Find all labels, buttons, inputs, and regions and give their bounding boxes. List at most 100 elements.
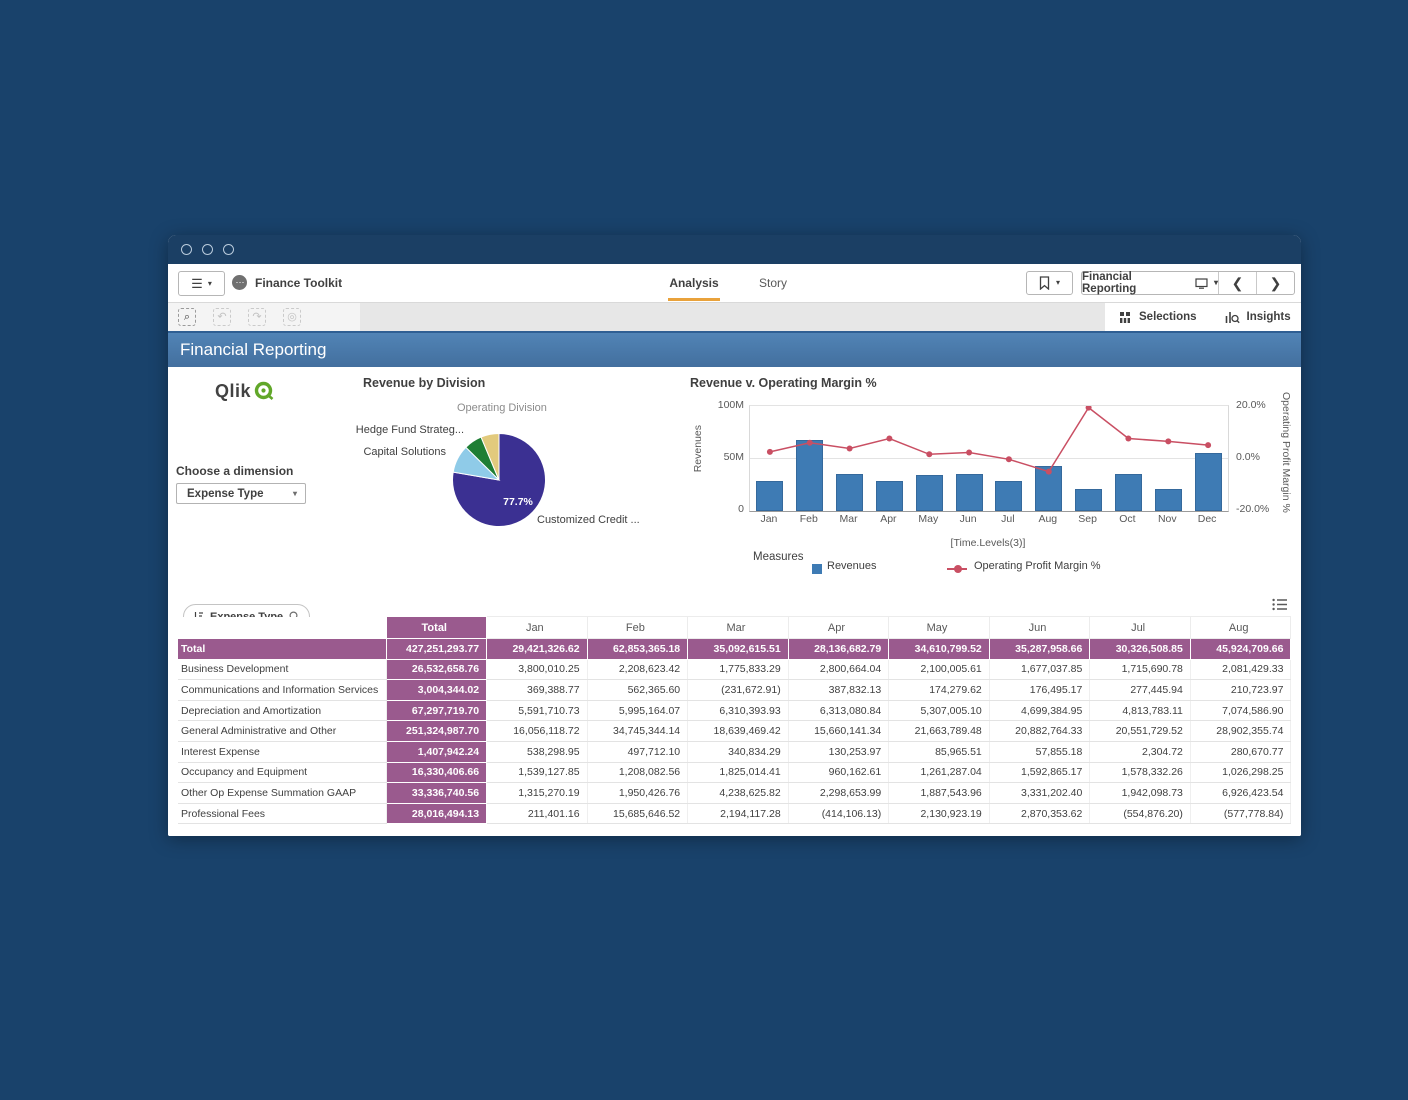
bookmarks-button[interactable]: ▾ <box>1026 271 1073 295</box>
cell-value: 2,194,117.28 <box>687 803 789 825</box>
row-label[interactable]: Communications and Information Services <box>178 679 387 701</box>
column-header-jan[interactable]: Jan <box>486 616 588 639</box>
y-right-tick: 20.0% <box>1236 399 1266 411</box>
cell-value: 340,834.29 <box>687 741 789 763</box>
cell-value: 15,685,646.52 <box>587 803 689 825</box>
cell-total: 251,324,987.70 <box>385 720 488 742</box>
sheet-selector[interactable]: Financial Reporting ▾ <box>1082 271 1219 295</box>
bar-Sep[interactable] <box>1075 488 1103 511</box>
table-row: Professional Fees 28,016,494.13 211,401.16… <box>178 802 1292 825</box>
column-header-total[interactable]: Total <box>385 616 488 639</box>
combo-chart-plot[interactable] <box>749 405 1229 512</box>
window-control-icon[interactable] <box>181 244 192 255</box>
bar-Jul[interactable] <box>995 480 1023 511</box>
column-header-mar[interactable]: Mar <box>687 616 789 639</box>
row-label[interactable]: Occupancy and Equipment <box>178 762 387 784</box>
column-header-may[interactable]: May <box>888 616 990 639</box>
next-sheet-button[interactable]: ❯ <box>1269 274 1282 291</box>
cell-total: 26,532,658.76 <box>385 658 488 681</box>
bar-Mar[interactable] <box>836 474 864 511</box>
column-header-jul[interactable]: Jul <box>1089 616 1191 639</box>
cell-value: 2,100,005.61 <box>888 659 990 681</box>
row-label[interactable]: Business Development <box>178 659 387 681</box>
column-header-feb[interactable]: Feb <box>586 616 689 639</box>
y-right-tick: 0.0% <box>1236 451 1260 463</box>
row-label[interactable]: Other Op Expense Summation GAAP <box>178 782 387 804</box>
app-avatar[interactable]: ⋯ <box>232 275 247 290</box>
x-tick-label: Jan <box>760 513 778 525</box>
x-tick-label: Feb <box>799 513 818 525</box>
tab-story[interactable]: Story <box>758 276 787 290</box>
cell-value: 2,870,353.62 <box>989 803 1091 825</box>
cell-value: 538,298.95 <box>486 741 588 763</box>
row-label[interactable]: Interest Expense <box>178 741 387 763</box>
cell-value: 2,081,429.33 <box>1190 659 1292 681</box>
bar-May[interactable] <box>915 475 943 511</box>
smart-search-icon[interactable]: ⌕ <box>178 308 196 326</box>
selections-button[interactable]: Selections <box>1105 303 1211 331</box>
x-axis-title: [Time.Levels(3)] <box>950 537 1026 549</box>
cell-value: 1,592,865.17 <box>989 762 1091 784</box>
line-point <box>1205 442 1212 449</box>
cell-value: 35,287,958.66 <box>989 638 1091 660</box>
step-back-icon[interactable]: ↶ <box>213 308 231 326</box>
column-header-apr[interactable]: Apr <box>787 616 890 639</box>
x-tick-label: Oct <box>1119 513 1136 525</box>
table-menu-icon[interactable] <box>1272 598 1288 611</box>
cell-value: 2,130,923.19 <box>888 803 990 825</box>
bar-Dec[interactable] <box>1194 453 1222 511</box>
cell-value: 5,995,164.07 <box>587 700 689 722</box>
line-point <box>1165 438 1172 445</box>
pivot-table-header-row: Total Jan Feb Mar Apr May Jun Jul Aug <box>178 616 1292 639</box>
cell-value: 1,950,426.76 <box>587 782 689 804</box>
y-right-tick: -20.0% <box>1236 503 1270 515</box>
table-row: Communications and Information Services 3… <box>178 679 1292 701</box>
cell-value: 1,775,833.29 <box>687 659 789 681</box>
x-axis-tick-labels: Jan Feb Mar Apr May Jun Jul Aug Sep Oct Nov Dec <box>749 513 1227 527</box>
cell-value: (231,672.91) <box>687 679 789 701</box>
cell-value: 1,942,098.73 <box>1089 782 1191 804</box>
cell-value: (414,106.13) <box>788 803 890 825</box>
pie-chart[interactable] <box>451 432 547 528</box>
insights-button[interactable]: Insights <box>1211 303 1301 331</box>
y-left-tick: 50M <box>723 451 744 463</box>
dimension-select[interactable]: Expense Type ▾ <box>176 483 306 504</box>
selections-tools: ⌕ ↶ ↷ ◎ <box>168 303 360 331</box>
row-label[interactable]: Professional Fees <box>178 803 387 825</box>
table-row: Business Development 26,532,658.76 3,800,0… <box>178 658 1292 681</box>
cell-value: 176,495.17 <box>989 679 1091 701</box>
cell-value: 1,887,543.96 <box>888 782 990 804</box>
column-header-aug[interactable]: Aug <box>1189 616 1292 639</box>
margin-legend-dot <box>954 565 962 573</box>
x-tick-label: Dec <box>1197 513 1217 525</box>
cell-value: 1,261,287.04 <box>888 762 990 784</box>
window-control-icon[interactable] <box>202 244 213 255</box>
window-control-icon[interactable] <box>223 244 234 255</box>
bar-Apr[interactable] <box>875 480 903 511</box>
insights-icon <box>1225 311 1240 323</box>
pie-slice[interactable] <box>480 432 500 481</box>
row-label[interactable]: Total <box>178 638 387 660</box>
clear-selections-icon[interactable]: ◎ <box>283 308 301 326</box>
bar-Jan[interactable] <box>756 480 784 511</box>
x-tick-label: Aug <box>1038 513 1058 525</box>
global-menu-button[interactable]: ☰ ▾ <box>178 271 225 296</box>
step-forward-icon[interactable]: ↷ <box>248 308 266 326</box>
row-label[interactable]: Depreciation and Amortization <box>178 700 387 722</box>
sheet-title-bar: Financial Reporting <box>168 331 1301 367</box>
column-header-jun[interactable]: Jun <box>988 616 1091 639</box>
line-point <box>966 449 973 456</box>
previous-sheet-button[interactable]: ❮ <box>1219 272 1257 294</box>
cell-value: 960,162.61 <box>788 762 890 784</box>
bar-Oct[interactable] <box>1114 474 1142 511</box>
combo-chart-title: Revenue v. Operating Margin % <box>690 376 877 390</box>
bar-Feb[interactable] <box>796 439 824 511</box>
cell-value: 2,800,664.04 <box>788 659 890 681</box>
cell-value: 62,853,365.18 <box>587 638 689 660</box>
bar-Nov[interactable] <box>1154 488 1182 511</box>
bar-Jun[interactable] <box>955 474 983 511</box>
row-label[interactable]: General Administrative and Other <box>178 720 387 742</box>
line-point <box>766 448 773 455</box>
cell-value: 1,715,690.78 <box>1089 659 1191 681</box>
tab-analysis[interactable]: Analysis <box>666 264 722 301</box>
